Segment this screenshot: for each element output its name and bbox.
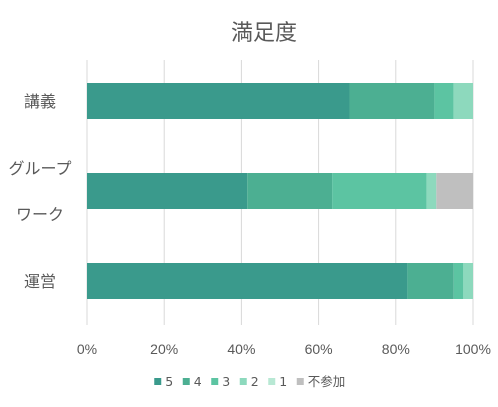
x-tick-label: 40% (227, 341, 255, 357)
category-label: グループ (8, 159, 71, 178)
x-tick-labels: 0% 20% 40% 60% 80% 100% (77, 341, 491, 357)
x-tick-label: 20% (150, 341, 178, 357)
bar-segment (453, 83, 473, 119)
bars (87, 83, 473, 299)
chart-title: 満足度 (231, 21, 297, 46)
legend: 5 4 3 2 1 不参加 (154, 374, 345, 389)
legend-swatch (211, 378, 219, 385)
legend-swatch (296, 378, 304, 385)
bar-segment (407, 263, 454, 299)
legend-label: 4 (194, 374, 202, 389)
legend-label: 2 (251, 374, 259, 389)
category-label: ワーク (16, 205, 64, 224)
legend-swatch (154, 378, 162, 385)
bar-segment (87, 173, 248, 209)
bar-segment (463, 263, 473, 299)
bar-segment (87, 263, 408, 299)
x-tick-label: 0% (77, 341, 97, 357)
bar-segment (436, 173, 473, 209)
legend-label: 3 (222, 374, 230, 389)
category-label: 講義 (24, 92, 56, 111)
legend-swatch (268, 378, 276, 385)
bar-segment (453, 263, 464, 299)
legend-swatch (239, 378, 247, 385)
bar-segment (87, 83, 350, 119)
bar-segment (332, 173, 427, 209)
legend-swatch (182, 378, 190, 385)
x-tick-label: 60% (305, 341, 333, 357)
category-label: 運営 (24, 272, 56, 291)
bar-segment (247, 173, 333, 209)
legend-label: 5 (165, 374, 173, 389)
x-tick-label: 100% (455, 341, 491, 357)
bar-segment (349, 83, 435, 119)
legend-label: 不参加 (308, 374, 346, 389)
bar-segment (434, 83, 454, 119)
bar-segment (426, 173, 437, 209)
legend-label: 1 (279, 374, 287, 389)
x-tick-label: 80% (382, 341, 410, 357)
